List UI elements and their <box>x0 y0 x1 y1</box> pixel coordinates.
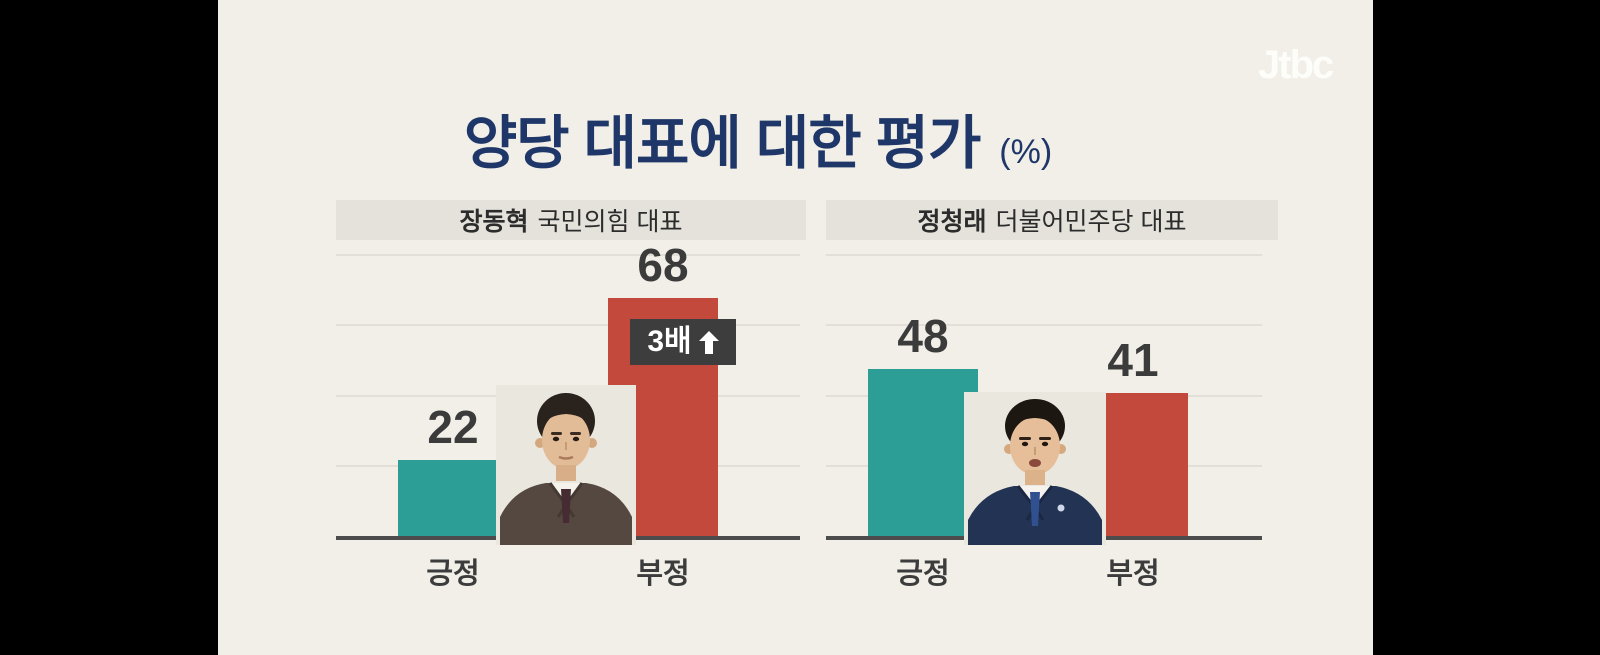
bar-value-label: 48 <box>897 309 949 362</box>
chart-title-text: 양당 대표에 대한 평가 <box>463 111 982 176</box>
chart-title-unit: (%) <box>999 133 1053 171</box>
gridline-80 <box>826 253 1262 256</box>
bar-value-label: 22 <box>427 401 479 454</box>
letterbox-right <box>1373 0 1600 655</box>
gridline-60 <box>336 324 800 327</box>
leader-name: 정청래 <box>917 208 987 236</box>
leader-party-title: 국민의힘 대표 <box>537 208 683 236</box>
leader-photo-jang <box>496 385 636 545</box>
category-label-negative: 부정 <box>1106 558 1160 590</box>
leader-name: 장동혁 <box>459 208 529 236</box>
bar-value-label: 68 <box>637 238 689 291</box>
bar-group-positive: 48 <box>868 198 978 538</box>
panel-header: 정청래 더불어민주당 대표 <box>826 200 1278 240</box>
bar-value-label: 41 <box>1107 334 1159 387</box>
panel-header: 장동혁 국민의힘 대표 <box>336 200 806 240</box>
gridline-60 <box>826 324 1262 327</box>
panel-jang-dong-hyuk: 장동혁 국민의힘 대표 22 68 3배 <box>336 0 806 655</box>
badge-text: 3배 <box>647 325 692 358</box>
leader-party-title: 더불어민주당 대표 <box>995 208 1187 236</box>
three-times-badge: 3배 <box>630 319 736 365</box>
gridline-80 <box>336 253 800 256</box>
up-arrow-icon <box>698 330 719 354</box>
chart-title: 양당 대표에 대한 평가 (%) <box>218 96 1298 180</box>
broadcast-graphic-background <box>218 0 1373 655</box>
panel-jung-chung-rae: 정청래 더불어민주당 대표 48 41 <box>826 0 1278 655</box>
jtbc-logo: Jtbc <box>1258 43 1334 87</box>
letterbox-left <box>0 0 218 655</box>
leader-photo-jung <box>964 392 1106 545</box>
bar-positive <box>868 368 978 538</box>
category-label-positive: 긍정 <box>426 558 480 590</box>
bar-positive <box>398 460 508 538</box>
category-label-positive: 긍정 <box>896 558 950 590</box>
category-label-negative: 부정 <box>636 558 690 590</box>
bar-group-positive: 22 <box>398 198 508 538</box>
